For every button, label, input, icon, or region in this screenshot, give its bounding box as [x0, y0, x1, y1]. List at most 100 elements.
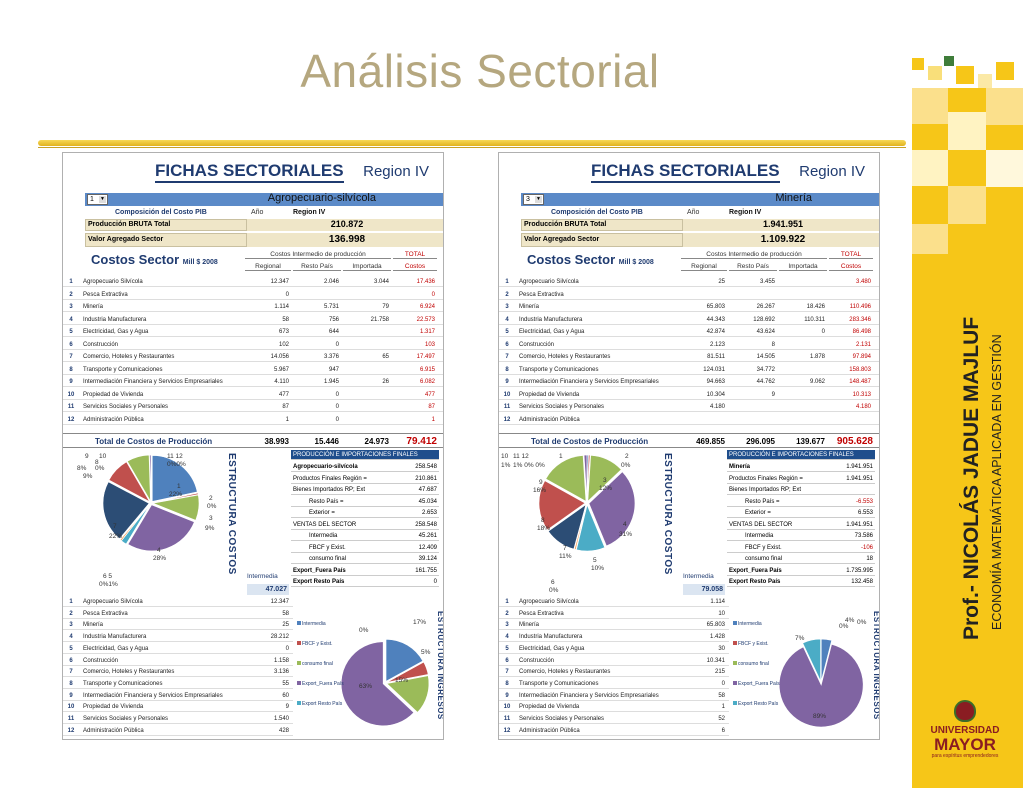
- row-number: 12: [503, 727, 511, 734]
- legend-item: consumo final: [733, 661, 769, 667]
- column-resto-pais: Resto País: [293, 263, 341, 271]
- table-row: 12 Administración Pública: [499, 415, 879, 425]
- chevron-down-icon[interactable]: ▼: [99, 196, 106, 203]
- summary-label: Exterior =: [309, 510, 335, 516]
- importada-value: 9.062: [809, 379, 825, 385]
- summary-label: Export_Fuera País: [729, 567, 782, 574]
- regional-value: 42.874: [706, 329, 725, 335]
- summary-row: Exterior = 6.553: [727, 508, 875, 518]
- row-number: 4: [505, 634, 509, 641]
- table-row: 3 Minería 25: [63, 620, 293, 631]
- row-number: 2: [505, 291, 509, 298]
- summary-label: Bienes Importados RP; Ext: [293, 487, 366, 493]
- pie-label: 1%: [501, 462, 511, 469]
- regional-value: 10.304: [706, 391, 725, 398]
- resto-value: 0: [335, 391, 339, 398]
- summary-value: 39.124: [418, 556, 437, 562]
- total-value: 0: [431, 291, 435, 298]
- column-group-header: Costos Intermedio de producción: [245, 251, 391, 259]
- summary-label: FBCF y Exist.: [745, 544, 782, 551]
- chevron-down-icon[interactable]: ▼: [535, 196, 542, 203]
- costos-sector-label: Costos Sector Mill $ 2008: [91, 252, 218, 267]
- summary-label: Export Resto País: [293, 579, 345, 585]
- pie-label: 5: [593, 557, 597, 564]
- summary-value: 258.548: [415, 464, 437, 470]
- production-label: Producción BRUTA Total: [85, 219, 247, 231]
- ingresos-structure-label: ESTRUCTURA INGRESOS: [872, 611, 880, 720]
- total-value: 6.082: [419, 379, 435, 385]
- costos-unit: Mill $ 2008: [182, 259, 218, 266]
- pie-label: 10: [501, 453, 509, 460]
- table-row: 8 Transporte y Comunicaciones 55: [63, 679, 293, 689]
- summary-value: 45.261: [418, 533, 437, 539]
- table-row: 2 Pesca Extractiva 10: [499, 609, 729, 619]
- sector-dropdown[interactable]: 3 ▼: [523, 194, 544, 205]
- sales-value: 10.341: [706, 657, 725, 664]
- column-regional: Regional: [681, 263, 727, 271]
- pie-label: 4: [623, 521, 627, 528]
- legend-label: Export Resto País: [738, 701, 779, 707]
- row-label: Minería: [83, 304, 104, 310]
- resto-value: 1.945: [323, 379, 339, 385]
- total-value: 4.180: [855, 404, 871, 410]
- row-number: 10: [67, 391, 75, 398]
- summary-label: Export_Fuera País: [293, 567, 346, 574]
- slide-title: Análisis Sectorial: [300, 45, 660, 97]
- sales-value: 25: [282, 622, 289, 629]
- pie-label: 6 5: [103, 573, 113, 580]
- costos-unit: Mill $ 2008: [618, 259, 654, 266]
- row-label: Administración Pública: [519, 416, 580, 423]
- sector-selector-bar: 1 ▼ Agropecuario-silvícola: [85, 192, 443, 206]
- panel-header: FICHAS SECTORIALES Region IV: [63, 153, 443, 189]
- total-value: 103: [424, 341, 435, 348]
- table-row: 8 Transporte y Comunicaciones 5.967 947 6.91…: [63, 365, 443, 375]
- sector-dropdown[interactable]: 1 ▼: [87, 194, 108, 205]
- legend-swatch: [297, 661, 301, 665]
- column-importada: Importada: [343, 263, 391, 271]
- row-label: Servicios Sociales y Personales: [83, 404, 169, 410]
- table-row: 1 Agropecuario Silvícola 1.114: [499, 597, 729, 607]
- ingresos-pie-label: 0%: [839, 623, 849, 630]
- total-value: 97.894: [852, 354, 871, 360]
- table-row: 5 Electricidad, Gas y Agua 42.874 43.624 0 86…: [499, 327, 879, 337]
- ingresos-pie-label: 0%: [359, 627, 369, 634]
- row-label: Propiedad de Vivienda: [83, 391, 144, 398]
- legend-label: consumo final: [302, 661, 333, 667]
- summary-label: Productos Finales Región =: [293, 475, 367, 482]
- row-number: 2: [69, 610, 73, 617]
- summary-row: Export Resto País 132.458: [727, 577, 875, 587]
- summary-row: Agropecuario-silvícola 258.548: [291, 462, 439, 472]
- pie-label: 9%: [205, 525, 215, 532]
- importada-value: 3.044: [373, 279, 389, 285]
- row-label: Agropecuario Silvícola: [83, 279, 143, 285]
- regional-value: 58: [282, 316, 289, 323]
- row-number: 6: [505, 657, 509, 664]
- table-row: 6 Construcción 10.341: [499, 656, 729, 666]
- column-total-header: TOTAL: [829, 251, 873, 259]
- pie-label: 2: [209, 495, 213, 502]
- sales-value: 1: [721, 704, 725, 711]
- row-number: 1: [505, 599, 509, 605]
- summary-label: Agropecuario-silvícola: [293, 464, 358, 470]
- table-row: 9 Intermediación Financiera y Servicios E…: [499, 691, 729, 701]
- table-row: 5 Electricidad, Gas y Agua 30: [499, 644, 729, 654]
- resto-value: 9: [771, 391, 775, 398]
- row-number: 12: [67, 727, 75, 734]
- row-label: Agropecuario Silvícola: [519, 599, 579, 605]
- ingresos-pie-label: 17%: [413, 619, 427, 626]
- total-costos: 79.412: [406, 436, 437, 447]
- summary-value: 12.409: [418, 544, 437, 551]
- sales-value: 6: [721, 727, 725, 734]
- summary-value: 258.548: [415, 521, 437, 528]
- resto-value: 0: [335, 341, 339, 348]
- row-number: 10: [67, 704, 75, 711]
- total-costos: 905.628: [836, 436, 873, 447]
- total-value: 6.924: [419, 304, 435, 310]
- costos-pie-slice-10: [149, 454, 152, 502]
- pie-label: 1: [559, 453, 563, 460]
- costos-title: Costos Sector: [91, 252, 180, 267]
- sales-value: 55: [282, 680, 289, 687]
- regional-value: 14.056: [270, 354, 289, 360]
- legend-label: Export_Fuera País: [302, 681, 344, 687]
- pie-label: 10%: [591, 565, 605, 572]
